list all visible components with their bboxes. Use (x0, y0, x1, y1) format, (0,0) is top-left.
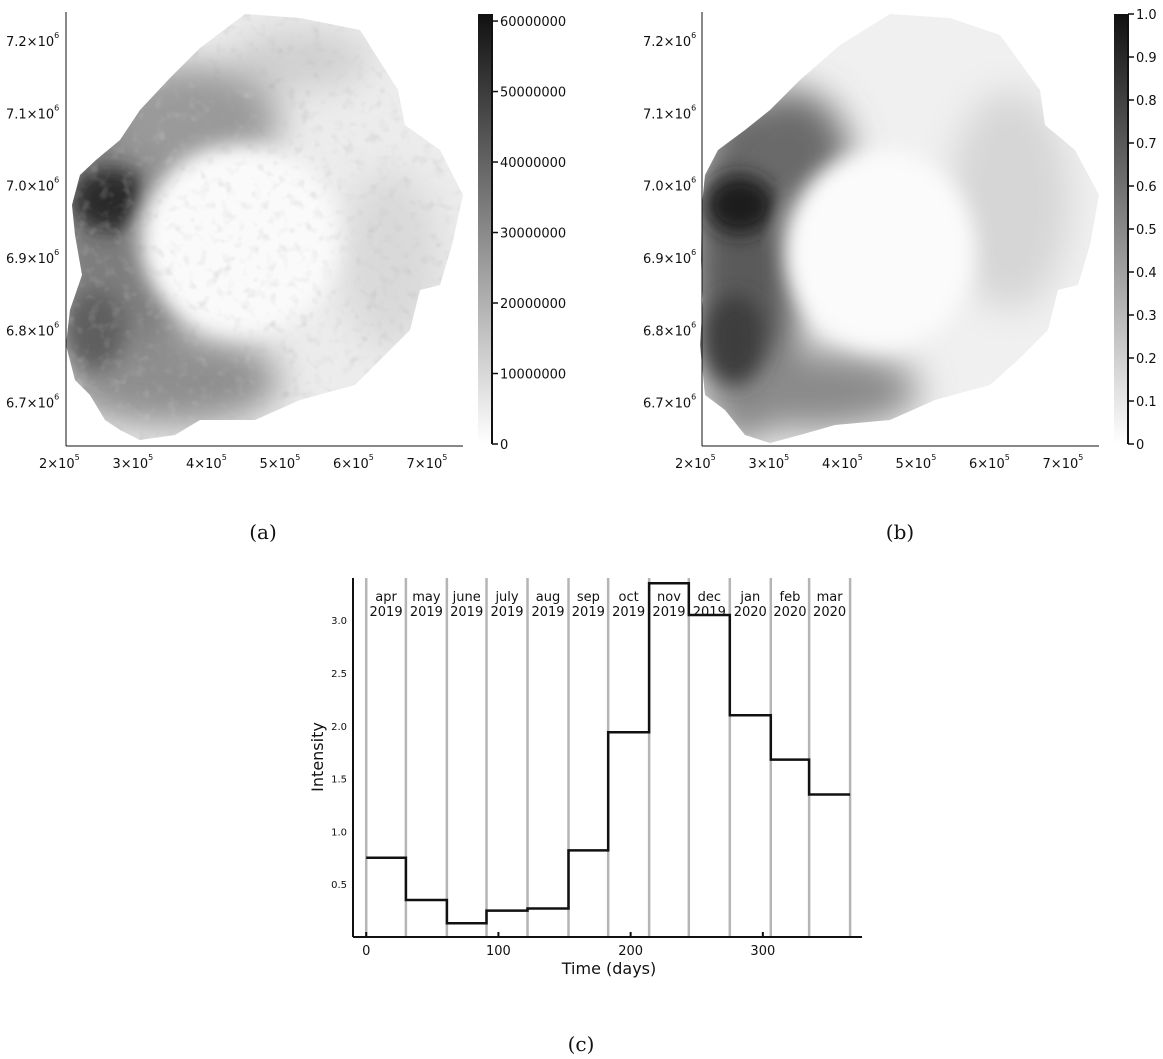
heatmap-a-image (66, 14, 463, 440)
y-tick-label-0-3: 6.9×106 (6, 248, 59, 267)
colorbar-tick-label-0-4: 20000000 (500, 297, 566, 312)
y-tick-label-0-4: 6.8×106 (6, 320, 59, 339)
axis-b-x: 2×105 3×105 4×105 5×105 6×105 7×105 (675, 445, 1099, 472)
year-label-3: 2019 (490, 605, 523, 620)
x-tick-label-0-5: 7×105 (407, 453, 448, 472)
y-tick-label-0-0: 7.2×106 (6, 31, 59, 50)
axis-c-y: 3.0 2.5 2.0 1.5 1.0 0.5 (331, 578, 354, 937)
x-tick-label-1-5: 7×105 (1043, 453, 1084, 472)
x-tick-label-c-0: 0 (362, 944, 370, 959)
month-label-5: sep (577, 590, 600, 605)
year-label-4: 2019 (531, 605, 564, 620)
y-tick-label-1-3: 6.9×106 (643, 248, 696, 267)
intensity-step-line (366, 582, 851, 925)
heatmap-b-image (700, 14, 1099, 443)
colorbar-tick-label-0-2: 40000000 (500, 156, 566, 171)
colorbar-b: 1.0 0.9 0.8 0.7 0.6 0.5 0.4 0.3 0.2 0.1 0 (1114, 8, 1157, 453)
y-tick-label-c-0: 3.0 (331, 616, 347, 627)
year-label-6: 2019 (612, 605, 645, 620)
month-label-10: feb (780, 590, 801, 605)
y-tick-label-1-0: 7.2×106 (643, 31, 696, 50)
year-label-0: 2019 (370, 605, 403, 620)
y-axis-label: Intensity (308, 722, 327, 792)
colorbar-tick-label-0-6: 0 (500, 438, 508, 453)
y-tick-label-c-2: 2.0 (331, 722, 347, 733)
month-label-4: aug (536, 590, 560, 605)
year-label-2: 2019 (450, 605, 483, 620)
x-tick-label-c-1: 100 (486, 944, 511, 959)
x-tick-label-1-0: 2×105 (675, 453, 716, 472)
year-label-1: 2019 (410, 605, 443, 620)
month-label-7: nov (657, 590, 681, 605)
year-label-10: 2020 (773, 605, 806, 620)
month-label-6: oct (619, 590, 639, 605)
x-tick-label-0-4: 6×105 (333, 453, 374, 472)
colorbar-tick-label-1-8: 0.2 (1136, 352, 1157, 367)
axis-a-x: 2×105 3×105 4×105 5×105 6×105 7×105 (39, 445, 463, 472)
axis-c-x: 0 100 200 300 (353, 932, 862, 959)
x-tick-label-1-1: 3×105 (748, 453, 789, 472)
colorbar-tick-label-0-5: 10000000 (500, 368, 566, 383)
y-tick-label-c-1: 2.5 (331, 669, 347, 680)
x-tick-label-0-2: 4×105 (186, 453, 227, 472)
x-tick-label-0-3: 5×105 (260, 453, 301, 472)
y-tick-label-1-2: 7.0×106 (643, 176, 696, 195)
y-tick-label-1-5: 6.7×106 (643, 393, 696, 412)
colorbar-tick-label-1-9: 0.1 (1136, 395, 1157, 410)
year-label-9: 2020 (734, 605, 767, 620)
month-label-0: apr (375, 590, 397, 605)
colorbar-tick-label-0-0: 60000000 (500, 15, 566, 30)
y-tick-label-c-3: 1.5 (331, 775, 347, 786)
colorbar-tick-label-1-7: 0.3 (1136, 309, 1157, 324)
axis-b-y: 7.2×106 7.1×106 7.0×106 6.9×106 6.8×106 6.7×1… (643, 12, 703, 446)
colorbar-tick-label-1-5: 0.5 (1136, 223, 1157, 238)
colorbar-tick-label-0-3: 30000000 (500, 227, 566, 242)
x-tick-label-1-4: 6×105 (969, 453, 1010, 472)
month-label-2: june (452, 590, 481, 605)
x-tick-label-c-3: 300 (750, 944, 775, 959)
y-tick-label-0-1: 7.1×106 (6, 103, 59, 122)
caption-c: (c) (568, 1032, 595, 1056)
month-label-3: july (494, 590, 518, 605)
colorbar-tick-label-1-10: 0 (1136, 438, 1144, 453)
y-tick-label-c-5: 0.5 (331, 880, 347, 891)
y-tick-label-1-4: 6.8×106 (643, 320, 696, 339)
x-tick-label-0-0: 2×105 (39, 453, 80, 472)
panel-a: 7.2×106 7.1×106 7.0×106 6.9×106 6.8×106 6.7×1… (6, 12, 566, 544)
colorbar-a: 60000000 50000000 40000000 30000000 20000000… (478, 14, 566, 453)
colorbar-tick-label-1-3: 0.7 (1136, 137, 1157, 152)
colorbar-tick-label-1-6: 0.4 (1136, 266, 1157, 281)
x-tick-label-c-2: 200 (618, 944, 643, 959)
y-tick-label-1-1: 7.1×106 (643, 103, 696, 122)
colorbar-tick-label-0-1: 50000000 (500, 86, 566, 101)
caption-b: (b) (886, 520, 914, 544)
colorbar-tick-label-1-4: 0.6 (1136, 180, 1157, 195)
panel-c: apr2019may2019june2019july2019aug2019sep… (308, 578, 862, 1056)
x-tick-label-1-2: 4×105 (822, 453, 863, 472)
y-tick-label-0-5: 6.7×106 (6, 393, 59, 412)
colorbar-tick-label-1-0: 1.0 (1136, 8, 1157, 23)
y-tick-label-0-2: 7.0×106 (6, 176, 59, 195)
colorbar-tick-label-1-1: 0.9 (1136, 51, 1157, 66)
x-axis-label: Time (days) (561, 959, 657, 978)
month-label-11: mar (817, 590, 844, 605)
x-tick-label-1-3: 5×105 (896, 453, 937, 472)
y-tick-label-c-4: 1.0 (331, 827, 347, 838)
year-label-8: 2019 (693, 605, 726, 620)
panel-b: 7.2×106 7.1×106 7.0×106 6.9×106 6.8×106 6.7×1… (643, 8, 1157, 544)
caption-a: (a) (249, 520, 277, 544)
year-label-5: 2019 (572, 605, 605, 620)
axis-a-y: 7.2×106 7.1×106 7.0×106 6.9×106 6.8×106 6.7×1… (6, 12, 67, 446)
month-label-9: jan (739, 590, 760, 605)
month-labels: apr2019may2019june2019july2019aug2019sep… (370, 590, 847, 620)
year-label-11: 2020 (813, 605, 846, 620)
x-tick-label-0-1: 3×105 (112, 453, 153, 472)
colorbar-tick-label-1-2: 0.8 (1136, 94, 1157, 109)
month-label-1: may (412, 590, 441, 605)
year-label-7: 2019 (652, 605, 685, 620)
month-label-8: dec (698, 590, 721, 605)
